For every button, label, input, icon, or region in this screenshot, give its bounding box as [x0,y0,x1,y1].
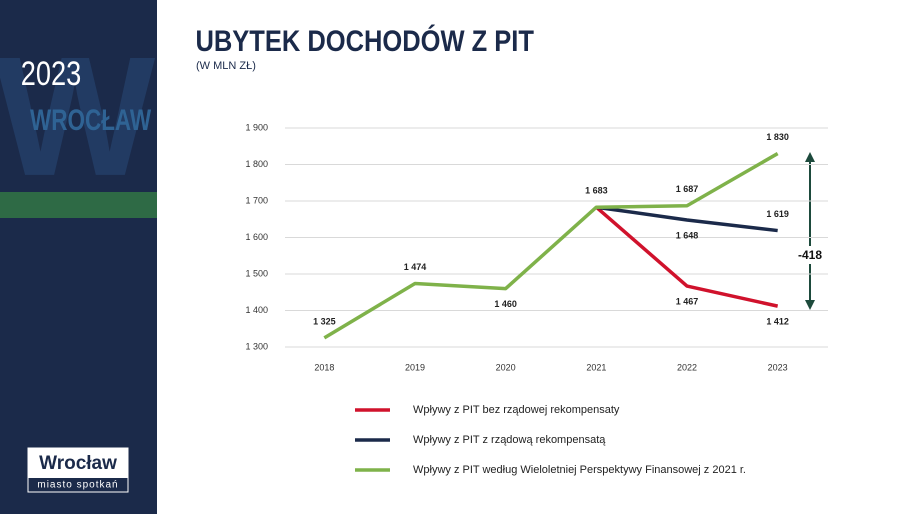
y-tick-label: 1 700 [245,195,268,205]
series-line [596,205,778,233]
x-tick-label: 2019 [405,362,425,372]
series-line [595,205,779,308]
big-letter: W [0,22,156,212]
x-tick-label: 2020 [496,362,516,372]
y-tick-label: 1 600 [245,232,268,242]
y-tick-label: 1 400 [245,305,268,315]
x-tick-label: 2023 [768,362,788,372]
year: 2023 [21,54,81,93]
x-tick-label: 2021 [586,362,606,372]
arrow-head [805,300,815,310]
data-label: 1 619 [766,209,789,219]
y-tick-label: 1 800 [245,159,268,169]
chart-title: UBYTEK DOCHODÓW Z PIT [196,24,534,57]
legend-label: Wpływy z PIT bez rządowej rekompensaty [413,404,620,416]
annotation-bg [793,246,827,264]
logo-fill [28,448,128,478]
data-label: 1 687 [676,184,699,194]
data-label: 1 467 [676,296,699,306]
x-tick-label: 2022 [677,362,697,372]
data-label: 1 683 [585,186,608,196]
legend-label: Wpływy z PIT według Wieloletniej Perspek… [413,464,746,476]
data-label: 1 325 [313,316,336,326]
logo-tagline: miasto spotkań [37,480,118,491]
sidebar [0,0,157,514]
y-tick-label: 1 300 [245,341,268,351]
data-label: 1 830 [766,132,789,142]
y-tick-label: 1 500 [245,268,268,278]
annotation: -418 [798,248,822,262]
data-label: 1 648 [676,230,699,240]
data-label: 1 474 [404,262,427,272]
x-tick-label: 2018 [314,362,334,372]
legend-label: Wpływy z PIT z rządową rekompensatą [413,434,606,446]
arrow-head [805,152,815,162]
data-label: 1 412 [766,316,789,326]
green-band [0,192,157,218]
logo-text: Wrocław [39,453,117,474]
y-tick-label: 1 900 [245,122,268,132]
data-label: 1 460 [494,299,517,309]
series-line [323,152,779,340]
chart-subtitle: (W MLN ZŁ) [196,60,256,72]
city: WROCŁAW [30,103,151,137]
